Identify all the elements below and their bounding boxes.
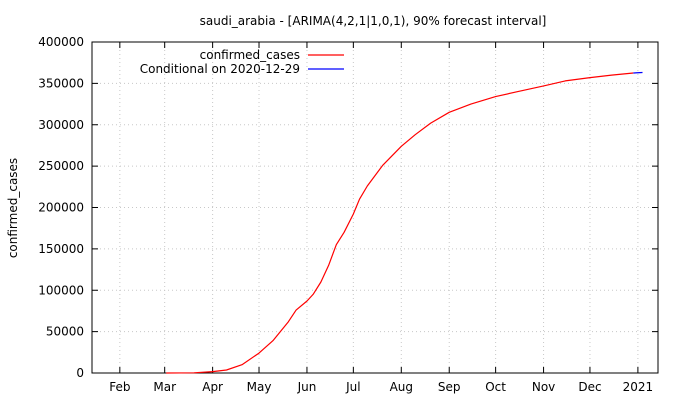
series-line-confirmed-cases: [166, 72, 634, 374]
legend-label: confirmed_cases: [200, 48, 300, 62]
y-tick-label: 350000: [38, 76, 84, 90]
x-tick-label: May: [247, 380, 272, 394]
x-tick-label: Dec: [578, 380, 601, 394]
y-tick-label: 250000: [38, 159, 84, 173]
chart-title: saudi_arabia - [ARIMA(4,2,1|1,0,1), 90% …: [200, 14, 547, 28]
x-tick-label: Aug: [390, 380, 413, 394]
y-tick-label: 100000: [38, 283, 84, 297]
x-tick-label: Jun: [297, 380, 317, 394]
y-axis: 0 50000 100000 150000 200000 250000 300000 3500…: [38, 35, 658, 380]
y-tick-label: 50000: [46, 325, 84, 339]
grid: [92, 42, 658, 373]
x-tick-label: Oct: [485, 380, 506, 394]
x-tick-label: Mar: [153, 380, 176, 394]
legend-label: Conditional on 2020-12-29: [140, 62, 300, 76]
x-tick-label: Feb: [109, 380, 130, 394]
y-tick-label: 150000: [38, 242, 84, 256]
x-tick-label: Jul: [345, 380, 360, 394]
series-layer: [166, 71, 643, 374]
series-line-forecast: [633, 71, 643, 74]
x-tick-label: 2021: [623, 380, 654, 394]
x-tick-label: Sep: [438, 380, 461, 394]
y-tick-label: 300000: [38, 118, 84, 132]
y-axis-label: confirmed_cases: [6, 158, 20, 258]
x-tick-label: Apr: [202, 380, 223, 394]
y-tick-label: 0: [76, 366, 84, 380]
y-tick-label: 200000: [38, 201, 84, 215]
y-tick-label: 400000: [38, 35, 84, 49]
x-tick-label: Nov: [532, 380, 555, 394]
x-axis: Feb Mar Apr May Jun Jul Aug Sep Oct Nov Dec 2021: [109, 42, 653, 394]
